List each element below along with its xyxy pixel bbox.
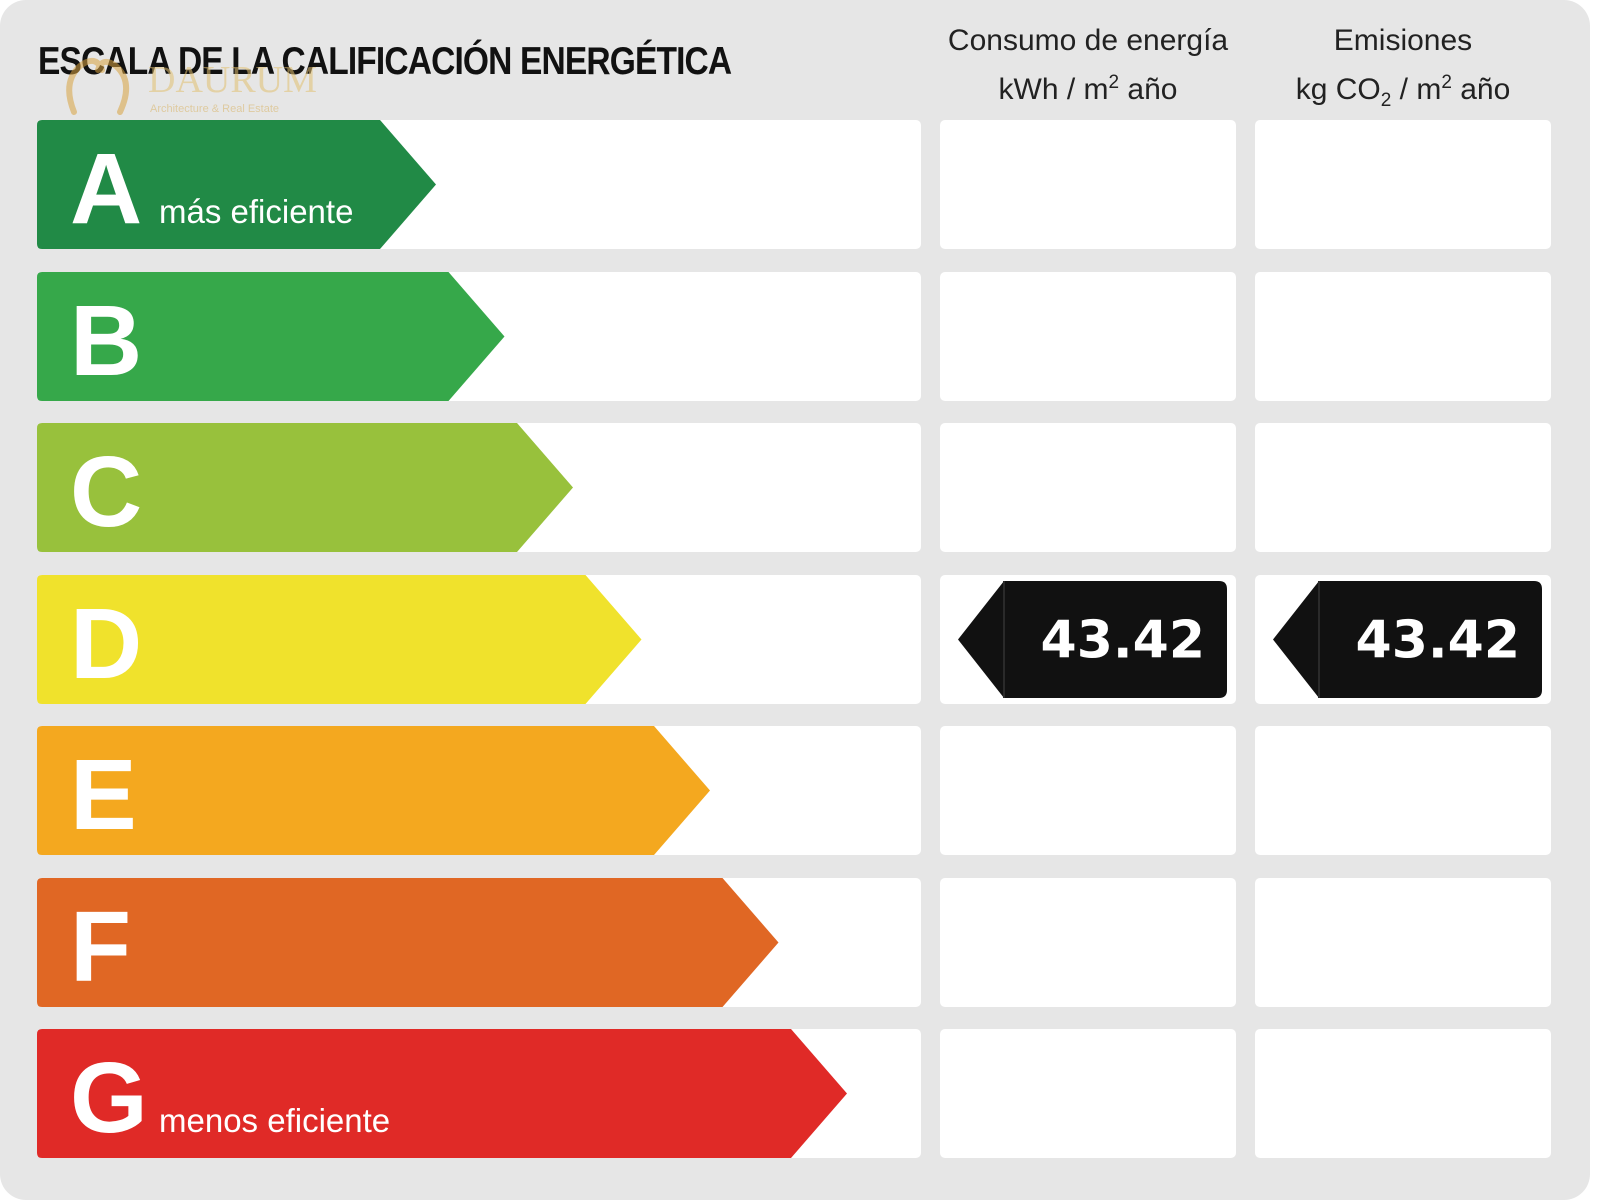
consumo-cell-f	[940, 878, 1236, 1007]
svg-text:DAURUM: DAURUM	[148, 59, 317, 101]
consumo-header-unit: kWh / m2 año	[998, 72, 1178, 106]
emisiones-column-header: Emisiones kg CO2 / m2 año	[1253, 20, 1553, 122]
consumo-cell-b	[940, 272, 1236, 401]
rating-letter-d: D	[70, 588, 142, 700]
emisiones-cell-e	[1255, 726, 1551, 855]
daurum-watermark-logo: DAURUM Architecture & Real Estate	[66, 57, 317, 115]
emisiones-cell-a	[1255, 120, 1551, 249]
rating-arrow-f	[37, 878, 779, 1007]
consumo-cell-g	[940, 1029, 1236, 1158]
rating-arrow-g	[37, 1029, 847, 1158]
rating-arrow-a	[37, 120, 436, 249]
rating-letter-f: F	[70, 891, 131, 1003]
rating-arrow-e	[37, 726, 710, 855]
rating-letter-c: C	[70, 436, 142, 548]
consumo-cell-e	[940, 726, 1236, 855]
rating-note-a: más eficiente	[159, 193, 353, 230]
consumo-column-header: Consumo de energía kWh / m2 año	[938, 20, 1238, 111]
emisiones-value-label: 43.42	[1356, 611, 1520, 671]
rating-letter-e: E	[70, 739, 137, 851]
consumo-cell-c	[940, 423, 1236, 552]
rating-letter-b: B	[70, 285, 142, 397]
rating-arrow-b	[37, 272, 505, 401]
consumo-header-title: Consumo de energía	[947, 24, 1229, 57]
svg-text:Architecture & Real Estate: Architecture & Real Estate	[150, 103, 279, 115]
emisiones-header-unit: kg CO2 / m2 año	[1295, 72, 1511, 111]
consumo-cell-a	[940, 120, 1236, 249]
rating-note-g: menos eficiente	[159, 1102, 390, 1139]
page-title: ESCALA DE LA CALIFICACIÓN ENERGÉTICA	[38, 40, 732, 83]
rating-arrow-c	[37, 423, 573, 552]
emisiones-header-title: Emisiones	[1333, 24, 1473, 57]
emisiones-value-marker	[1273, 581, 1542, 698]
rating-arrow-d	[37, 575, 642, 704]
emisiones-cell-g	[1255, 1029, 1551, 1158]
emisiones-cell-c	[1255, 423, 1551, 552]
rating-letter-a: A	[70, 133, 142, 245]
emisiones-cell-b	[1255, 272, 1551, 401]
emisiones-cell-f	[1255, 878, 1551, 1007]
consumo-value-marker	[958, 581, 1227, 698]
consumo-value-label: 43.42	[1041, 611, 1205, 671]
rating-letter-g: G	[70, 1042, 148, 1154]
